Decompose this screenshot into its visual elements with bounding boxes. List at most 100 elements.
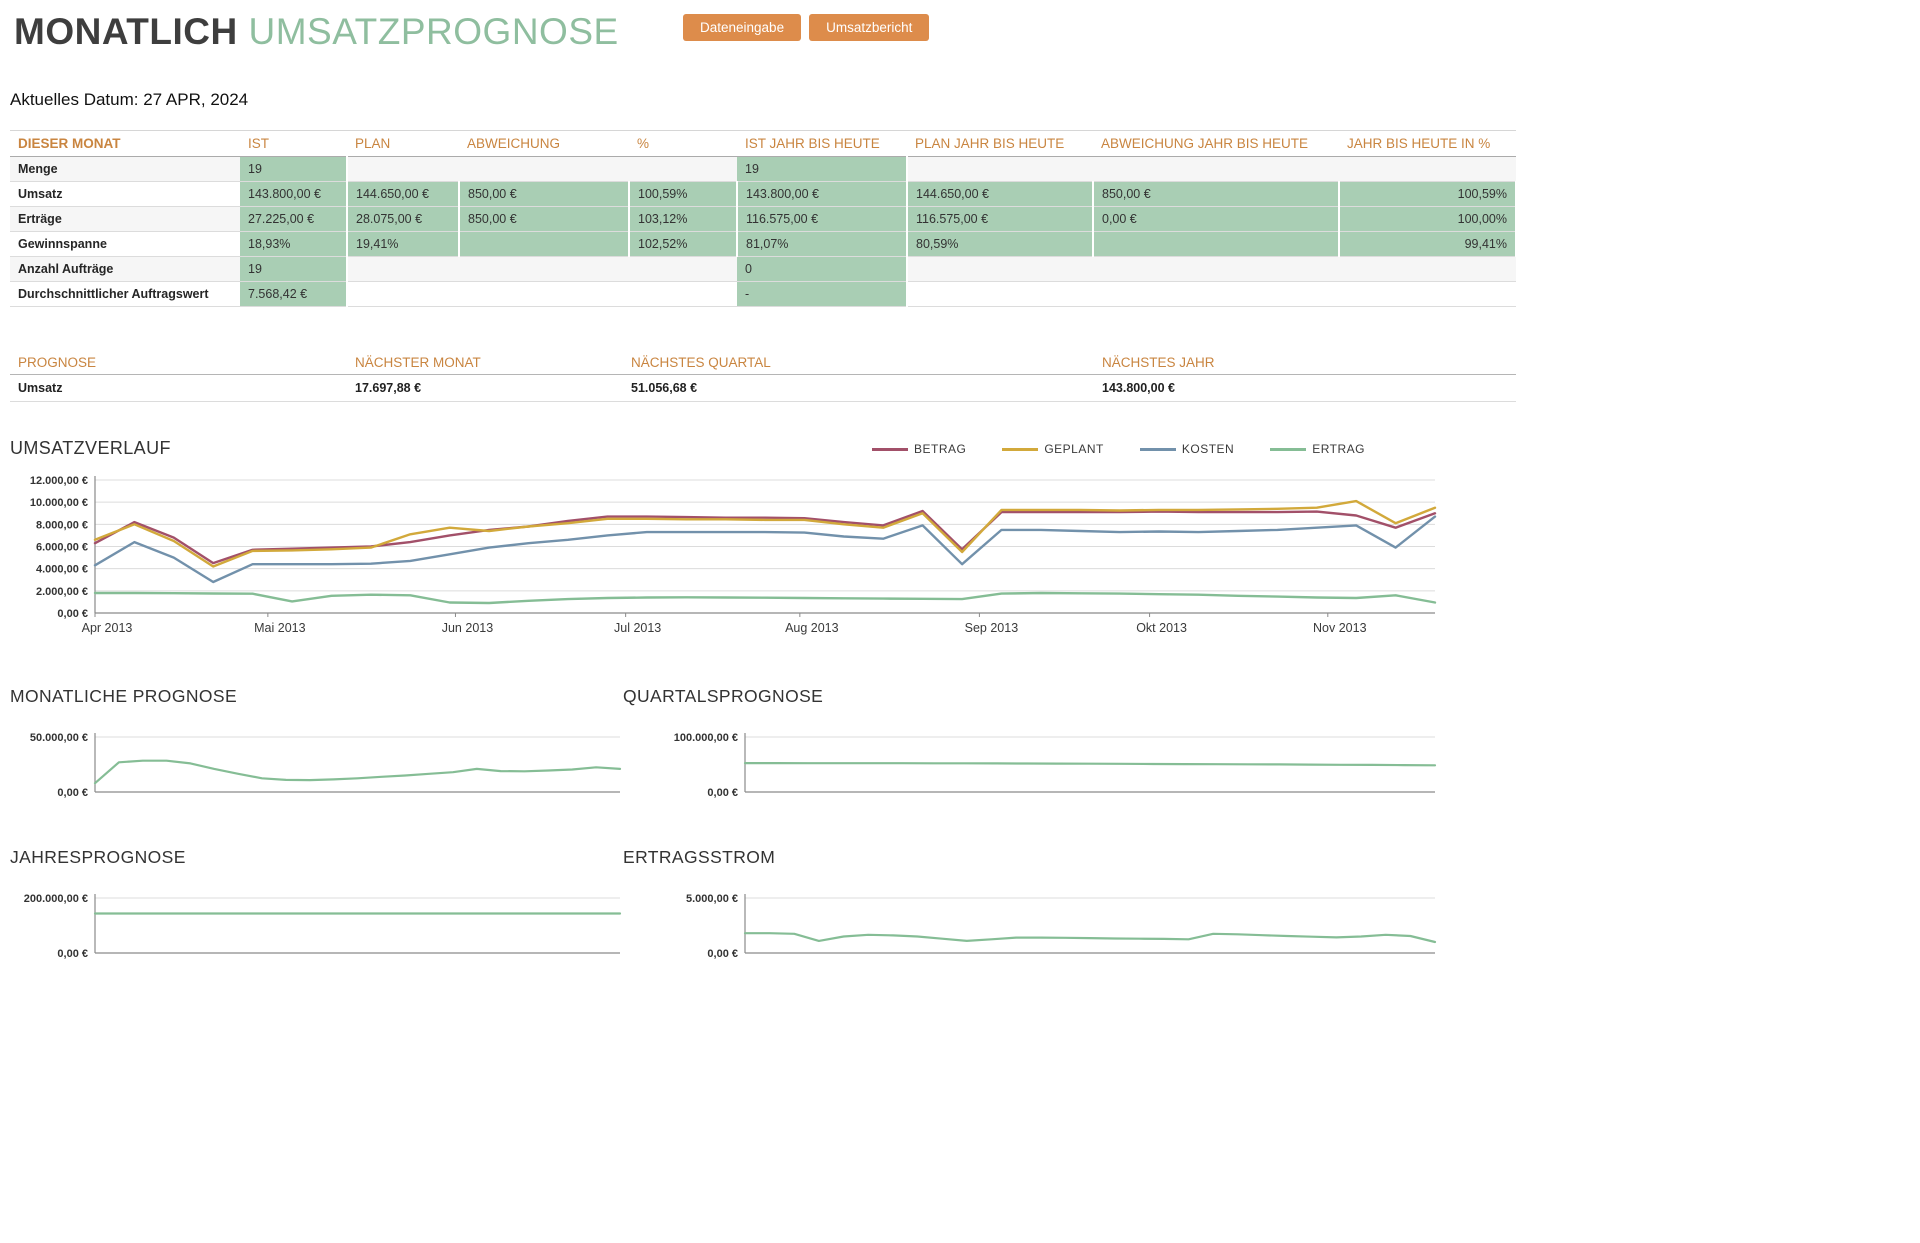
cell xyxy=(629,281,737,307)
cell: 0 xyxy=(737,256,908,282)
cell: 19,41% xyxy=(347,231,460,257)
prognose-row: Umsatz 17.697,88 € 51.056,68 € 143.800,0… xyxy=(10,374,1516,402)
umsatzbericht-button[interactable]: Umsatzbericht xyxy=(809,14,930,41)
svg-text:0,00 €: 0,00 € xyxy=(57,948,88,960)
cell: 144.650,00 € xyxy=(347,181,460,207)
summary-table-body: Menge 19 19 Umsatz 143.800,00 €144.650,00 €8… xyxy=(10,156,1517,307)
page-title-main: MONATLICH xyxy=(14,11,238,52)
prognose-header: PROGNOSE xyxy=(10,351,347,375)
monatliche-prognose-chart: 50.000,00 € 0,00 € xyxy=(30,732,622,799)
cell: 100,59% xyxy=(629,181,738,207)
legend-label: KOSTEN xyxy=(1181,442,1235,456)
monatliche-prognose-section: MONATLICHE PROGNOSE 50.000,00 € 0,00 € xyxy=(10,686,623,805)
svg-text:Sep 2013: Sep 2013 xyxy=(965,621,1019,635)
svg-text:Jul 2013: Jul 2013 xyxy=(614,621,661,635)
cell: 144.650,00 € xyxy=(907,181,1094,207)
table-row: Menge 19 19 xyxy=(10,156,1516,182)
cell xyxy=(459,231,630,257)
svg-text:0,00 €: 0,00 € xyxy=(57,608,88,620)
prognose-next-year-value: 143.800,00 € xyxy=(1094,374,1516,402)
cell xyxy=(347,256,459,282)
cell xyxy=(629,256,737,282)
svg-text:100.000,00 €: 100.000,00 € xyxy=(674,732,738,744)
prognose-row-label: Umsatz xyxy=(10,374,347,402)
column-header: IST xyxy=(240,130,347,157)
cell: 143.800,00 € xyxy=(240,181,348,207)
row-label: Menge xyxy=(10,156,240,182)
cell: 19 xyxy=(240,156,348,182)
cell: 143.800,00 € xyxy=(737,181,908,207)
cell xyxy=(459,281,629,307)
table-row: Umsatz 143.800,00 €144.650,00 €850,00 €10… xyxy=(10,181,1517,207)
cell: 0,00 € xyxy=(1093,206,1340,232)
current-date-label: Aktuelles Datum: 27 APR, 2024 xyxy=(10,90,249,109)
prognose-table: PROGNOSE NÄCHSTER MONAT NÄCHSTES QUARTAL… xyxy=(10,351,1516,402)
svg-text:200.000,00 €: 200.000,00 € xyxy=(24,893,88,905)
cell xyxy=(1339,156,1516,182)
cell xyxy=(1093,256,1339,282)
legend-label: BETRAG xyxy=(914,442,967,456)
cell: 18,93% xyxy=(240,231,348,257)
cell xyxy=(459,156,629,182)
svg-text:Mai 2013: Mai 2013 xyxy=(254,621,305,635)
svg-text:6.000,00 €: 6.000,00 € xyxy=(36,542,88,554)
column-header: ABWEICHUNG JAHR BIS HEUTE xyxy=(1093,130,1339,157)
cell: 100,00% xyxy=(1339,206,1517,232)
svg-text:12.000,00 €: 12.000,00 € xyxy=(30,475,88,487)
cell: 103,12% xyxy=(629,206,738,232)
chart-legend: BETRAG GEPLANT KOSTEN ERTRAG xyxy=(872,442,1365,456)
legend-swatch-icon xyxy=(1002,447,1039,451)
svg-text:50.000,00 €: 50.000,00 € xyxy=(30,732,88,744)
cell xyxy=(629,156,737,182)
column-header: PLAN JAHR BIS HEUTE xyxy=(907,130,1093,157)
row-label: Umsatz xyxy=(10,181,240,207)
quartalsprognose-section: QUARTALSPROGNOSE 100.000,00 € 0,00 € xyxy=(623,686,1445,805)
page-title: MONATLICH UMSATZPROGNOSE xyxy=(14,11,1920,53)
prognose-next-quarter-value: 51.056,68 € xyxy=(623,374,1094,402)
svg-text:4.000,00 €: 4.000,00 € xyxy=(36,564,88,576)
chart-title-monatliche-prognose: MONATLICHE PROGNOSE xyxy=(10,686,238,706)
cell: 81,07% xyxy=(737,231,908,257)
svg-text:0,00 €: 0,00 € xyxy=(707,948,738,960)
cell xyxy=(347,156,459,182)
svg-text:0,00 €: 0,00 € xyxy=(57,787,88,799)
cell: 850,00 € xyxy=(459,206,630,232)
cell: 7.568,42 € xyxy=(240,281,348,307)
chart-title-quartalsprognose: QUARTALSPROGNOSE xyxy=(623,686,824,706)
prognose-next-month-value: 17.697,88 € xyxy=(347,374,623,402)
chart-title-jahresprognose: JAHRESPROGNOSE xyxy=(10,847,186,867)
legend-item-geplant: GEPLANT xyxy=(1002,442,1104,456)
cell: 850,00 € xyxy=(1093,181,1340,207)
svg-text:Jun 2013: Jun 2013 xyxy=(442,621,493,635)
svg-text:2.000,00 €: 2.000,00 € xyxy=(36,586,88,598)
cell: 102,52% xyxy=(629,231,738,257)
cell: 27.225,00 € xyxy=(240,206,348,232)
svg-text:Apr 2013: Apr 2013 xyxy=(82,621,133,635)
column-header: JAHR BIS HEUTE IN % xyxy=(1339,130,1516,157)
table-row: Gewinnspanne 18,93% 19,41% 102,52% 81,07% 80,… xyxy=(10,231,1517,257)
header-buttons: Dateneingabe Umsatzbericht xyxy=(683,14,930,41)
table-row: Durchschnittlicher Auftragswert 7.568,42 … xyxy=(10,281,1516,307)
column-header: % xyxy=(629,130,737,157)
jahresprognose-chart: 200.000,00 € 0,00 € xyxy=(24,893,622,960)
naechster-monat-header: NÄCHSTER MONAT xyxy=(347,351,623,375)
umsatzverlauf-chart: 12.000,00 € 10.000,00 € 8.000,00 € 6.000,00… xyxy=(30,475,1437,635)
chart-title-umsatzverlauf: UMSATZVERLAUF xyxy=(10,438,171,458)
ertragsstrom-chart: 5.000,00 € 0,00 € xyxy=(686,893,1437,960)
dateneingabe-button[interactable]: Dateneingabe xyxy=(683,14,802,41)
cell: 850,00 € xyxy=(459,181,630,207)
table-row: Anzahl Aufträge 19 0 xyxy=(10,256,1516,282)
column-header: DIESER MONAT xyxy=(10,130,240,157)
umsatzverlauf-header: UMSATZVERLAUF BETRAG GEPLANT KOSTEN ERTRAG xyxy=(10,438,1920,472)
cell: 80,59% xyxy=(907,231,1094,257)
svg-text:8.000,00 €: 8.000,00 € xyxy=(36,519,88,531)
cell: - xyxy=(737,281,908,307)
row-label: Gewinnspanne xyxy=(10,231,240,257)
cell: 28.075,00 € xyxy=(347,206,460,232)
prognose-header-row: PROGNOSE NÄCHSTER MONAT NÄCHSTES QUARTAL… xyxy=(10,351,1516,375)
cell xyxy=(347,281,459,307)
cell xyxy=(1339,256,1516,282)
umsatzverlauf-section: UMSATZVERLAUF BETRAG GEPLANT KOSTEN ERTRAG … xyxy=(0,438,1920,644)
legend-item-betrag: BETRAG xyxy=(872,442,966,456)
